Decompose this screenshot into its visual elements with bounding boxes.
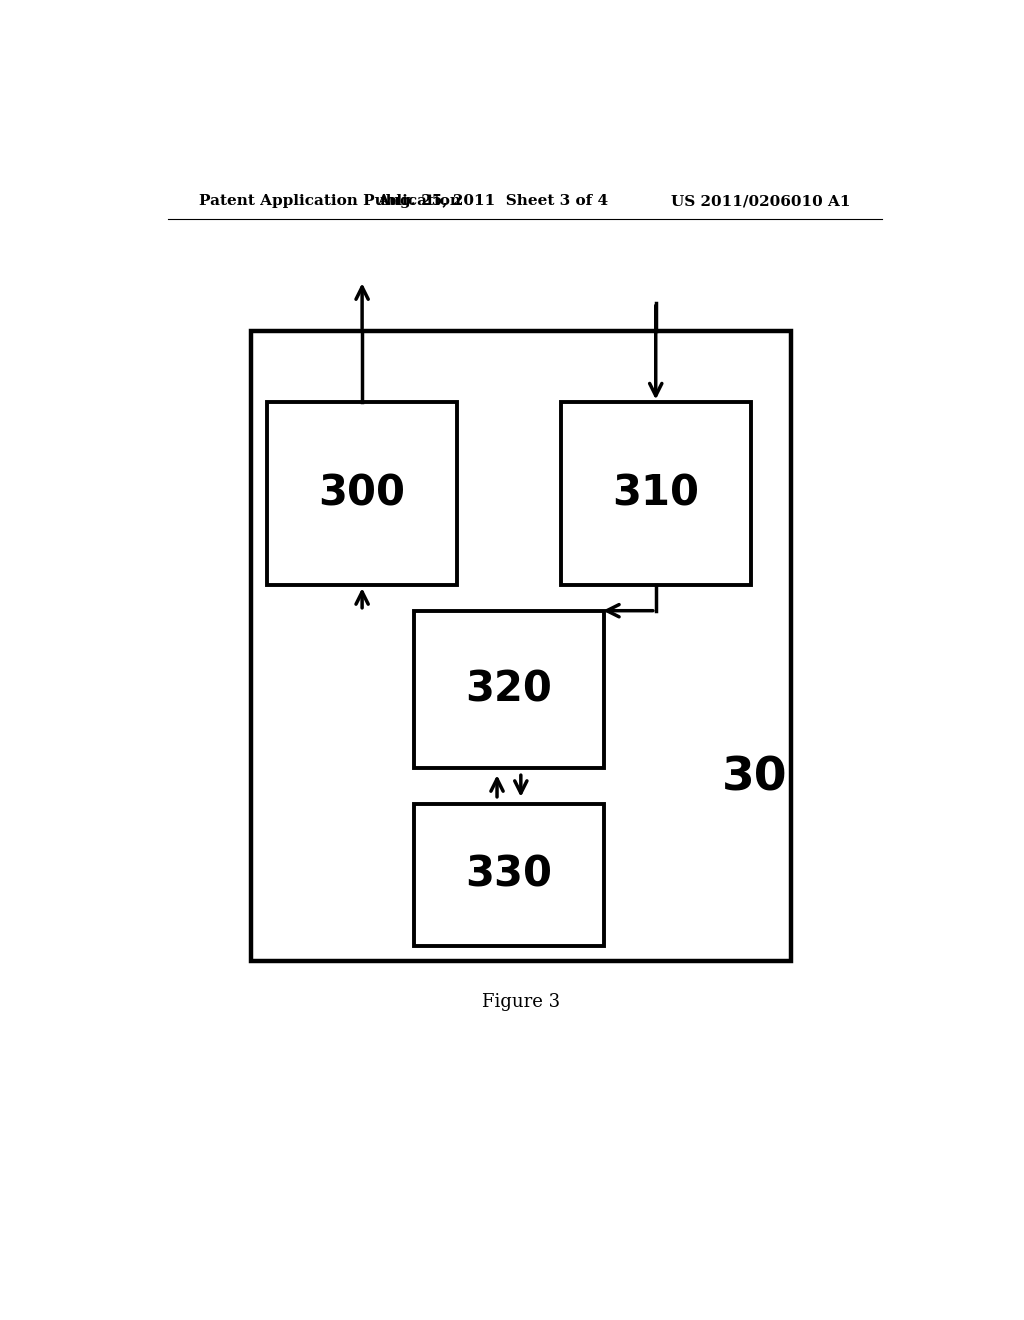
Text: Aug. 25, 2011  Sheet 3 of 4: Aug. 25, 2011 Sheet 3 of 4 (378, 194, 608, 209)
Bar (267, 403, 458, 585)
Text: 30: 30 (722, 756, 787, 801)
Text: 330: 330 (466, 854, 552, 896)
Bar (251, 331, 791, 961)
Bar (414, 611, 604, 768)
Text: 310: 310 (612, 473, 699, 515)
Text: Patent Application Publication: Patent Application Publication (200, 194, 462, 209)
Text: 320: 320 (466, 668, 552, 710)
Text: 300: 300 (318, 473, 406, 515)
Text: Figure 3: Figure 3 (481, 993, 560, 1011)
Bar (560, 403, 751, 585)
Text: US 2011/0206010 A1: US 2011/0206010 A1 (671, 194, 850, 209)
Bar (414, 804, 604, 946)
